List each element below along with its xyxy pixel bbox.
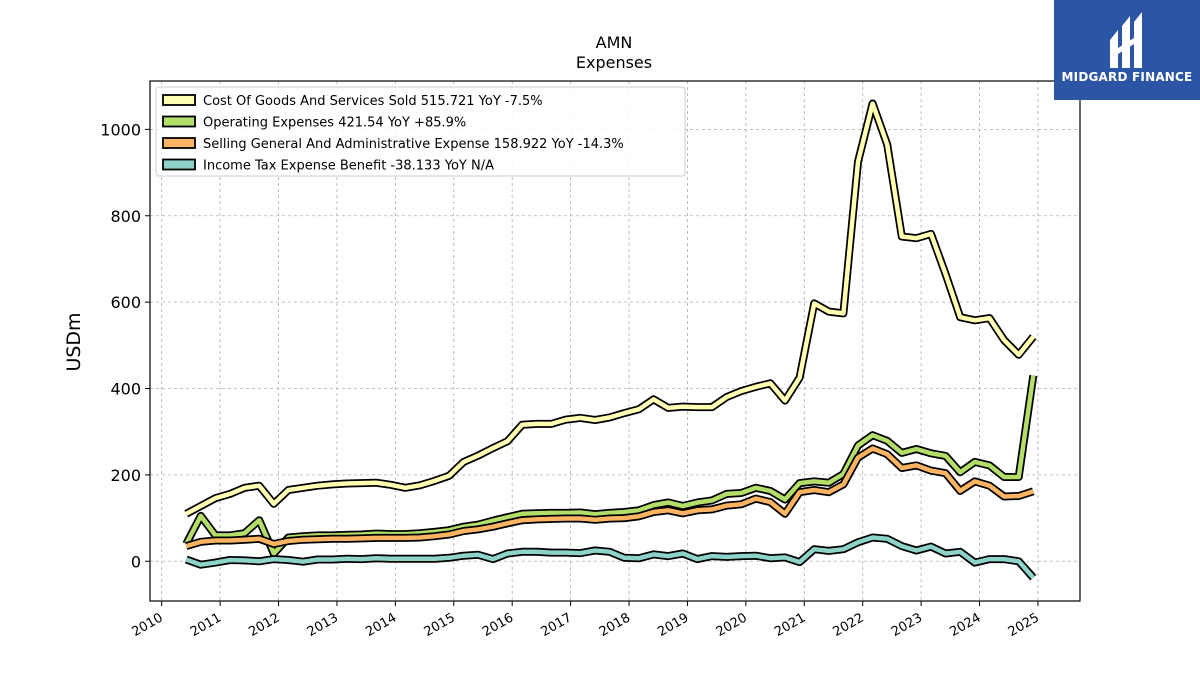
x-tick-label: 2010 bbox=[130, 610, 166, 640]
series-0 bbox=[184, 99, 1037, 518]
legend: Cost Of Goods And Services Sold 515.721 … bbox=[155, 86, 686, 177]
chart-subtitle: Expenses bbox=[576, 53, 652, 72]
chart-title: AMN bbox=[596, 33, 633, 52]
plot-frame bbox=[149, 80, 1081, 602]
x-tick-label: 2022 bbox=[831, 610, 867, 640]
x-tick-label: 2017 bbox=[538, 610, 574, 640]
x-axis: 2010 2011 2012 2013 2014 2015 2016 2017 2018 2019… bbox=[130, 601, 1042, 640]
y-axis: 0 200 400 600 800 1000 bbox=[100, 120, 150, 571]
series-outline bbox=[185, 444, 1035, 550]
legend-entry: Cost Of Goods And Services Sold 515.721 … bbox=[203, 94, 543, 109]
legend-entry: Selling General And Administrative Expen… bbox=[203, 137, 624, 152]
series-3 bbox=[184, 533, 1037, 581]
legend-swatch bbox=[162, 94, 196, 106]
x-tick-label: 2019 bbox=[655, 610, 691, 640]
y-tick-label: 200 bbox=[110, 466, 141, 485]
x-tick-label: 2014 bbox=[363, 610, 399, 640]
y-tick-label: 400 bbox=[110, 380, 141, 399]
y-tick-label: 0 bbox=[131, 552, 141, 571]
x-tick-label: 2025 bbox=[1006, 610, 1042, 640]
x-tick-label: 2018 bbox=[597, 610, 633, 640]
legend-swatch bbox=[162, 115, 196, 128]
x-tick-label: 2020 bbox=[714, 610, 750, 640]
y-tick-label: 1000 bbox=[100, 120, 141, 139]
series-layer bbox=[182, 99, 1038, 581]
legend-box bbox=[155, 86, 686, 177]
series-line bbox=[185, 101, 1036, 516]
x-tick-label: 2013 bbox=[305, 610, 341, 640]
y-tick-label: 800 bbox=[110, 207, 141, 226]
x-tick-label: 2012 bbox=[246, 610, 282, 640]
x-tick-label: 2023 bbox=[889, 610, 925, 640]
series-line bbox=[185, 535, 1035, 580]
y-axis-label: USDm bbox=[63, 312, 85, 371]
x-tick-label: 2015 bbox=[422, 610, 458, 640]
x-tick-label: 2016 bbox=[480, 610, 516, 640]
legend-entry: Operating Expenses 421.54 YoY +85.9% bbox=[203, 116, 466, 131]
series-2 bbox=[185, 444, 1035, 550]
x-tick-label: 2021 bbox=[772, 610, 808, 640]
legend-swatch bbox=[162, 158, 196, 171]
x-tick-label: 2024 bbox=[947, 610, 983, 640]
brand-logo: MIDGARD FINANCE bbox=[1054, 0, 1200, 100]
brand-name: MIDGARD FINANCE bbox=[1061, 70, 1193, 84]
series-line bbox=[185, 446, 1034, 549]
legend-entry: Income Tax Expense Benefit -38.133 YoY N… bbox=[203, 159, 494, 174]
midgard-monogram-icon bbox=[1110, 12, 1142, 68]
x-tick-label: 2011 bbox=[188, 610, 224, 640]
legend-swatch bbox=[162, 137, 196, 149]
series-outline bbox=[184, 533, 1037, 581]
y-tick-label: 600 bbox=[110, 293, 141, 312]
